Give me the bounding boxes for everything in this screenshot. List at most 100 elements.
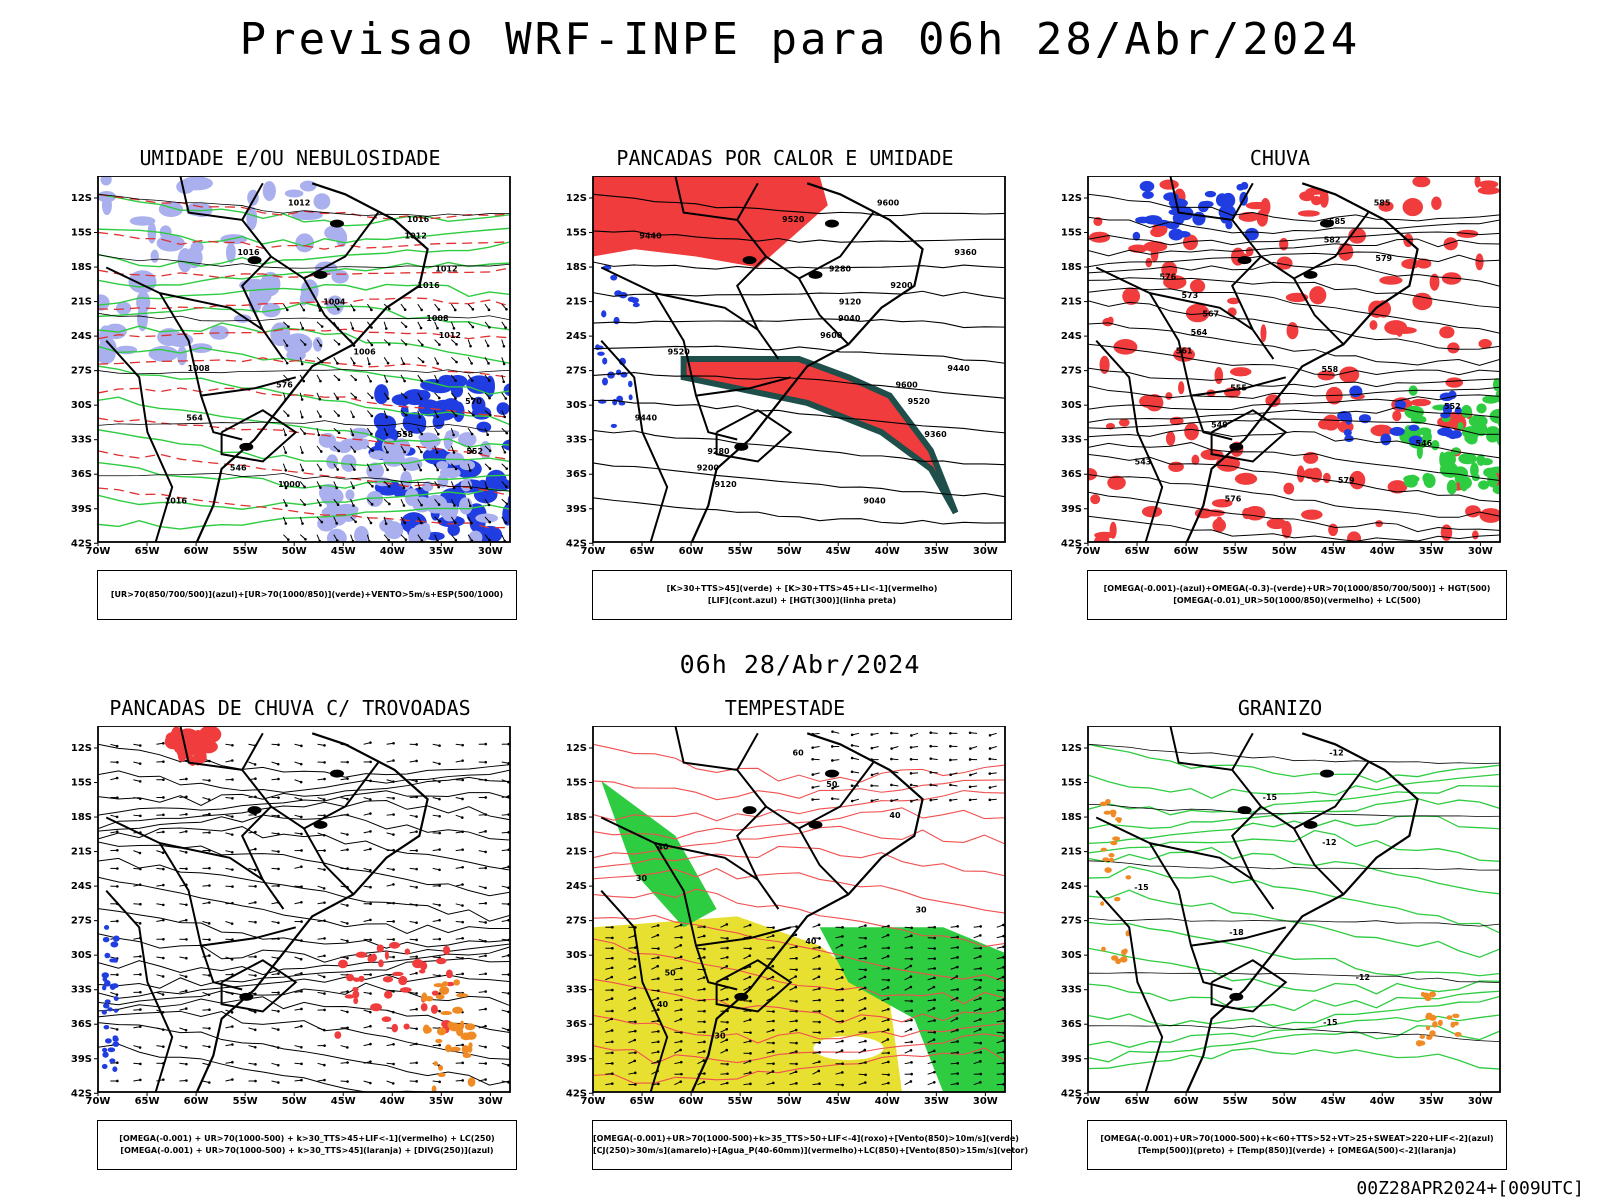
wind-vector-head (115, 815, 119, 819)
wind-vector-head (910, 734, 913, 737)
wind-vector-head (277, 814, 280, 818)
rain-area (1322, 472, 1331, 484)
wind-vector-head (955, 1017, 959, 1020)
legend-line: [Temp(500)](preto) + [Temp(850)](verde) … (1137, 1146, 1457, 1155)
omega-strong-area (1474, 422, 1488, 437)
contour-line (98, 267, 510, 279)
wind-vector-head (633, 965, 637, 968)
omega-area (1135, 216, 1151, 224)
omega-500-area (1419, 1034, 1425, 1039)
wind-vector-head (370, 396, 374, 400)
storm-orange-area (440, 1010, 453, 1016)
humidity-area (422, 447, 448, 465)
wind-vector-head (162, 813, 165, 817)
wind-vector-head (415, 971, 418, 975)
omega-500-area (1102, 857, 1110, 862)
wind-vector-head (811, 746, 814, 749)
omega-area (1349, 385, 1363, 398)
contour-line (593, 1033, 1005, 1065)
map-content: -12-15-12-15-18-12-15 (1088, 726, 1500, 1092)
wind-vector-head (726, 977, 729, 981)
lon-tick-label: 70W (1076, 546, 1101, 557)
contour-line (98, 328, 510, 340)
humidity-area (436, 460, 449, 470)
wind-vector-head (469, 344, 472, 348)
contour-line (593, 1047, 1005, 1084)
lat-tick-label: 39S (1061, 1054, 1082, 1065)
omega-area (1198, 201, 1209, 213)
humidity-area (148, 345, 179, 362)
wind-vector-head (870, 746, 874, 750)
lat-tick-label: 36S (566, 1019, 587, 1030)
wind-vector-head (392, 780, 395, 783)
legend-line: [OMEGA(-0.001)+UR>70(1000-500)+k<60+TTS>… (1100, 1134, 1494, 1143)
contour-label: 9280 (707, 447, 730, 456)
panel-tempestade: TEMPESTADE 60 50 40 40 30 30 40 50 40 30 12S 15S 18S… (555, 696, 1015, 1176)
country-border (1095, 340, 1164, 542)
wind-vector-head (352, 361, 356, 365)
wind-vector-head (277, 921, 280, 925)
wind-vector-head (369, 1024, 372, 1028)
contour-line (98, 193, 510, 217)
panel-umidade: UMIDADE E/OU NEBULOSIDADE 1012 1016 1012 10… (60, 146, 520, 626)
wind-vector-head (370, 326, 373, 329)
wind-vector-head (502, 344, 506, 348)
wind-vector-head (725, 1038, 729, 1042)
wind-vector-head (392, 1042, 395, 1046)
rain-area (1168, 461, 1184, 472)
wind-vector-head (323, 744, 326, 747)
wind-vector-head (933, 1070, 936, 1074)
contour-line (1088, 406, 1500, 423)
wind-vector-head (319, 503, 322, 507)
wind-vector-head (319, 379, 322, 383)
wind-vector-head (415, 830, 418, 833)
map-geography (1095, 176, 1419, 542)
wind-vector-head (461, 848, 464, 851)
wind-vector-head (979, 978, 983, 982)
contour-label: 555 (1230, 383, 1247, 392)
omega-500-area (1108, 853, 1115, 858)
contour-line (1088, 803, 1500, 817)
wind-vector-head (726, 956, 729, 959)
lat-tick-label: 18S (566, 812, 587, 823)
wind-vector-head (208, 884, 211, 887)
legend-chuva: [OMEGA(-0.001)-(azul)+OMEGA(-0.3)-(verde… (1087, 570, 1507, 620)
storm-area (352, 990, 360, 999)
wind-vector-head (392, 868, 395, 871)
humidity-area (327, 516, 339, 529)
map-svg: 5855855825795765735675645615585555525495… (1061, 176, 1501, 557)
lake (247, 806, 262, 815)
wind-vector-head (162, 903, 165, 907)
storm-area (197, 740, 218, 754)
contour-line (98, 387, 510, 419)
omega-area (1236, 183, 1245, 191)
wind-vector-head (287, 325, 290, 328)
wind-vector-head (322, 1028, 326, 1032)
wind-vector-head (161, 1010, 165, 1014)
wind-vector-head (956, 1082, 959, 1085)
wind-vector-head (909, 746, 913, 749)
wind-vector-head (795, 957, 798, 960)
wind-vector-head (910, 1018, 913, 1022)
wind-vector-head (487, 362, 490, 365)
lat-tick-label: 21S (71, 297, 92, 308)
wind-vector-head (277, 796, 280, 799)
wind-vector-head (438, 1009, 441, 1013)
wind-vector-head (319, 468, 323, 471)
contour-label: 546 (230, 463, 247, 472)
wind-vector-head (956, 1040, 959, 1043)
wind-vector-head (346, 922, 349, 925)
contour-label: 582 (1324, 235, 1341, 244)
lake (1229, 992, 1244, 1001)
lon-tick-label: 55W (728, 546, 753, 557)
map-border (1087, 726, 1501, 1093)
wind-vector-head (656, 1008, 660, 1011)
wind-vector-head (139, 902, 142, 906)
wind-vector-head (184, 918, 188, 922)
contour-line (98, 933, 510, 963)
omega-500-area (1454, 1031, 1462, 1037)
contour-line (1088, 947, 1500, 995)
contour-label: -15 (1134, 883, 1149, 892)
wind-vector-head (488, 520, 492, 524)
lat-tick-label: 27S (1061, 916, 1082, 927)
